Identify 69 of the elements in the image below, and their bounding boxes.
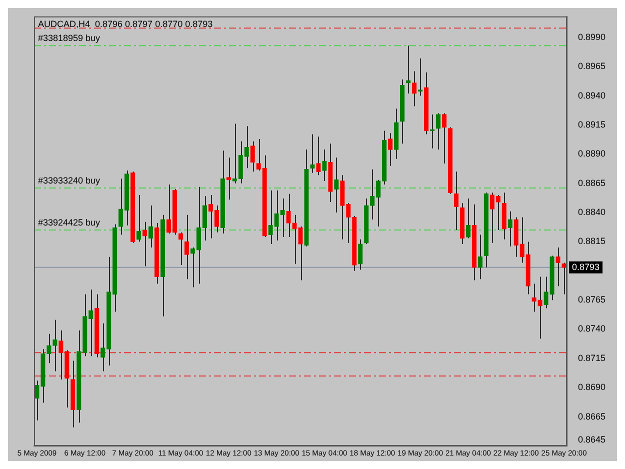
candlestick bbox=[58, 330, 64, 380]
candlestick bbox=[520, 216, 524, 264]
candlestick bbox=[178, 232, 184, 266]
chart-title: AUDCAD,H4 0.8796 0.8797 0.8770 0.8793 bbox=[38, 18, 213, 29]
candlestick bbox=[538, 276, 542, 340]
y-tick-label: 0.8715 bbox=[578, 352, 606, 363]
candlestick bbox=[142, 221, 148, 267]
candlestick bbox=[46, 333, 52, 364]
candlestick bbox=[346, 202, 351, 244]
candlestick bbox=[508, 210, 512, 247]
candlestick bbox=[358, 238, 363, 270]
candlestick bbox=[34, 380, 40, 421]
y-tick-label: 0.8765 bbox=[578, 294, 606, 305]
candlestick bbox=[214, 205, 219, 233]
y-tick-label: 0.8890 bbox=[578, 148, 606, 159]
candlestick bbox=[412, 70, 417, 107]
candlestick bbox=[490, 192, 494, 244]
candlestick bbox=[544, 276, 548, 309]
candlestick bbox=[184, 214, 190, 280]
candlestick bbox=[250, 140, 255, 172]
candlestick bbox=[562, 262, 566, 295]
y-tick-label: 0.8990 bbox=[578, 32, 606, 42]
candlestick bbox=[274, 190, 279, 242]
candlestick bbox=[340, 174, 345, 240]
candlestick bbox=[208, 194, 213, 239]
candlestick bbox=[268, 190, 273, 245]
y-tick-label: 0.8740 bbox=[578, 324, 606, 334]
candlestick bbox=[406, 45, 411, 94]
candlestick bbox=[388, 132, 393, 166]
y-tick-label: 0.8915 bbox=[578, 119, 606, 130]
y-tick-label: 0.8840 bbox=[578, 207, 606, 218]
ref-line-label: 0.8793 bbox=[572, 262, 600, 272]
candlestick bbox=[148, 205, 154, 248]
candlestick bbox=[376, 179, 381, 228]
candlestick bbox=[370, 168, 375, 220]
candlestick bbox=[418, 58, 423, 96]
candlestick bbox=[100, 322, 106, 372]
candlestick bbox=[238, 140, 243, 184]
candlestick bbox=[454, 171, 459, 231]
candlestick bbox=[334, 157, 339, 214]
y-tick-label: 0.8865 bbox=[578, 178, 606, 188]
candlestick bbox=[244, 126, 249, 169]
candlestick bbox=[226, 157, 231, 200]
candlestick bbox=[322, 148, 327, 182]
candlestick bbox=[298, 226, 303, 281]
candlestick bbox=[556, 247, 560, 287]
y-tick-label: 0.8815 bbox=[578, 236, 606, 246]
candlestick bbox=[532, 283, 536, 312]
ref-line-label: #33933240 buy bbox=[38, 175, 101, 186]
ref-line-label: #33924425 buy bbox=[38, 218, 101, 228]
candlestick bbox=[232, 123, 237, 184]
candlestick bbox=[496, 194, 500, 231]
y-tick-label: 0.8665 bbox=[578, 411, 606, 422]
candlestick bbox=[286, 193, 291, 238]
y-tick-label: 0.8645 bbox=[578, 434, 606, 445]
y-tick-label: 0.8940 bbox=[578, 90, 606, 100]
candlestick bbox=[310, 134, 315, 174]
candlestick bbox=[280, 198, 285, 238]
y-tick-label: 0.8690 bbox=[578, 382, 606, 392]
y-tick-label: 0.8965 bbox=[578, 61, 606, 72]
candlestick bbox=[292, 214, 297, 264]
candlestick bbox=[52, 319, 58, 372]
candlestick bbox=[256, 138, 261, 171]
candlestick bbox=[442, 112, 447, 164]
ref-line-label: #33818959 buy bbox=[38, 33, 101, 44]
candlestick bbox=[478, 234, 482, 280]
candlestick bbox=[316, 136, 321, 176]
candlestick bbox=[466, 198, 471, 239]
candlestick bbox=[436, 112, 441, 150]
